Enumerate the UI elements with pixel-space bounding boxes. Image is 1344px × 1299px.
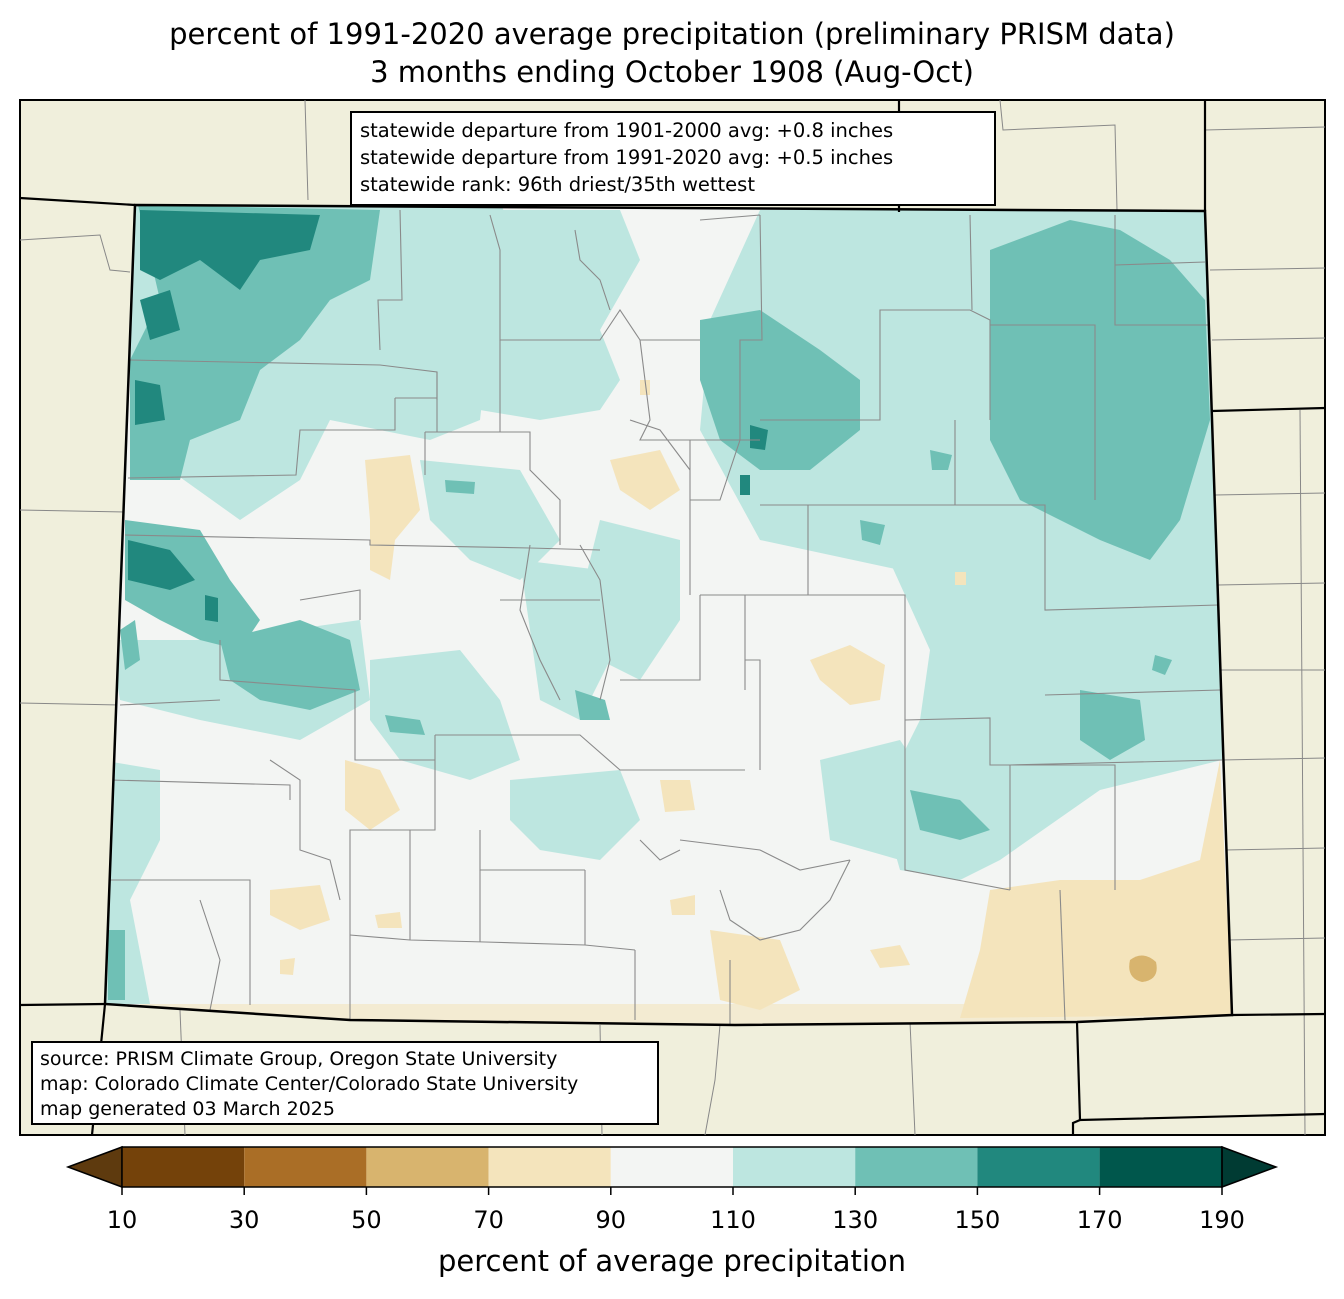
colorbar-tick-label: 150	[954, 1206, 1001, 1234]
colorbar-tick-label: 190	[1199, 1206, 1245, 1234]
colorbar-tick-label: 110	[710, 1206, 756, 1234]
colorbar-extend-low	[65, 1145, 123, 1189]
colorbar-bin-30-50	[244, 1147, 367, 1187]
stats-departure-1901-2000: statewide departure from 1901-2000 avg: …	[360, 119, 894, 142]
colorbar-bin-10-30	[122, 1147, 245, 1187]
source-credit-prism: source: PRISM Climate Group, Oregon Stat…	[40, 1048, 558, 1070]
colorbar-bin-170-190	[1099, 1147, 1222, 1187]
stats-rank: statewide rank: 96th driest/35th wettest	[360, 173, 755, 196]
dry-70-90-areas	[140, 380, 1232, 1025]
dry-50-70-spot	[1129, 955, 1157, 982]
colorbar-tick-label: 70	[473, 1206, 504, 1234]
wet-150-170-areas	[128, 210, 768, 622]
source-credit-map: map: Colorado Climate Center/Colorado St…	[40, 1073, 579, 1095]
colorbar-tick-label: 130	[832, 1206, 879, 1234]
colorbar-tick-label: 10	[106, 1206, 138, 1234]
map-title-line2: 3 months ending October 1908 (Aug-Oct)	[370, 55, 974, 89]
colorbar-bin-150-170	[977, 1147, 1100, 1187]
colorbar	[65, 1145, 1279, 1195]
colorbar-bin-130-150	[855, 1147, 978, 1187]
colorado-border	[103, 203, 1234, 1027]
stats-departure-1991-2020: statewide departure from 1991-2020 avg: …	[360, 146, 894, 169]
statewide-stats-box: statewide departure from 1901-2000 avg: …	[350, 111, 996, 206]
colorbar-label: percent of average precipitation	[437, 1244, 907, 1278]
colorbar-extend-high	[1221, 1145, 1279, 1189]
colorbar-tick-label: 90	[595, 1206, 627, 1234]
colorbar-tick-label: 50	[351, 1206, 382, 1234]
colorbar-bin-70-90	[488, 1147, 611, 1187]
source-credit-box: source: PRISM Climate Group, Oregon Stat…	[31, 1041, 659, 1125]
colorbar-tick-label: 170	[1076, 1206, 1123, 1234]
colorbar-bin-90-110	[610, 1147, 733, 1187]
neighbor-county-lines	[19, 99, 1326, 1136]
colorbar-tick-label: 30	[228, 1206, 260, 1234]
colorbar-outline	[121, 1146, 1223, 1188]
source-generated-date: map generated 03 March 2025	[40, 1098, 335, 1120]
county-lines	[105, 209, 1223, 1024]
map-title-line1: percent of 1991-2020 average precipitati…	[169, 17, 1175, 51]
colorbar-bin-50-70	[366, 1147, 489, 1187]
colorbar-bin-110-130	[733, 1147, 856, 1187]
